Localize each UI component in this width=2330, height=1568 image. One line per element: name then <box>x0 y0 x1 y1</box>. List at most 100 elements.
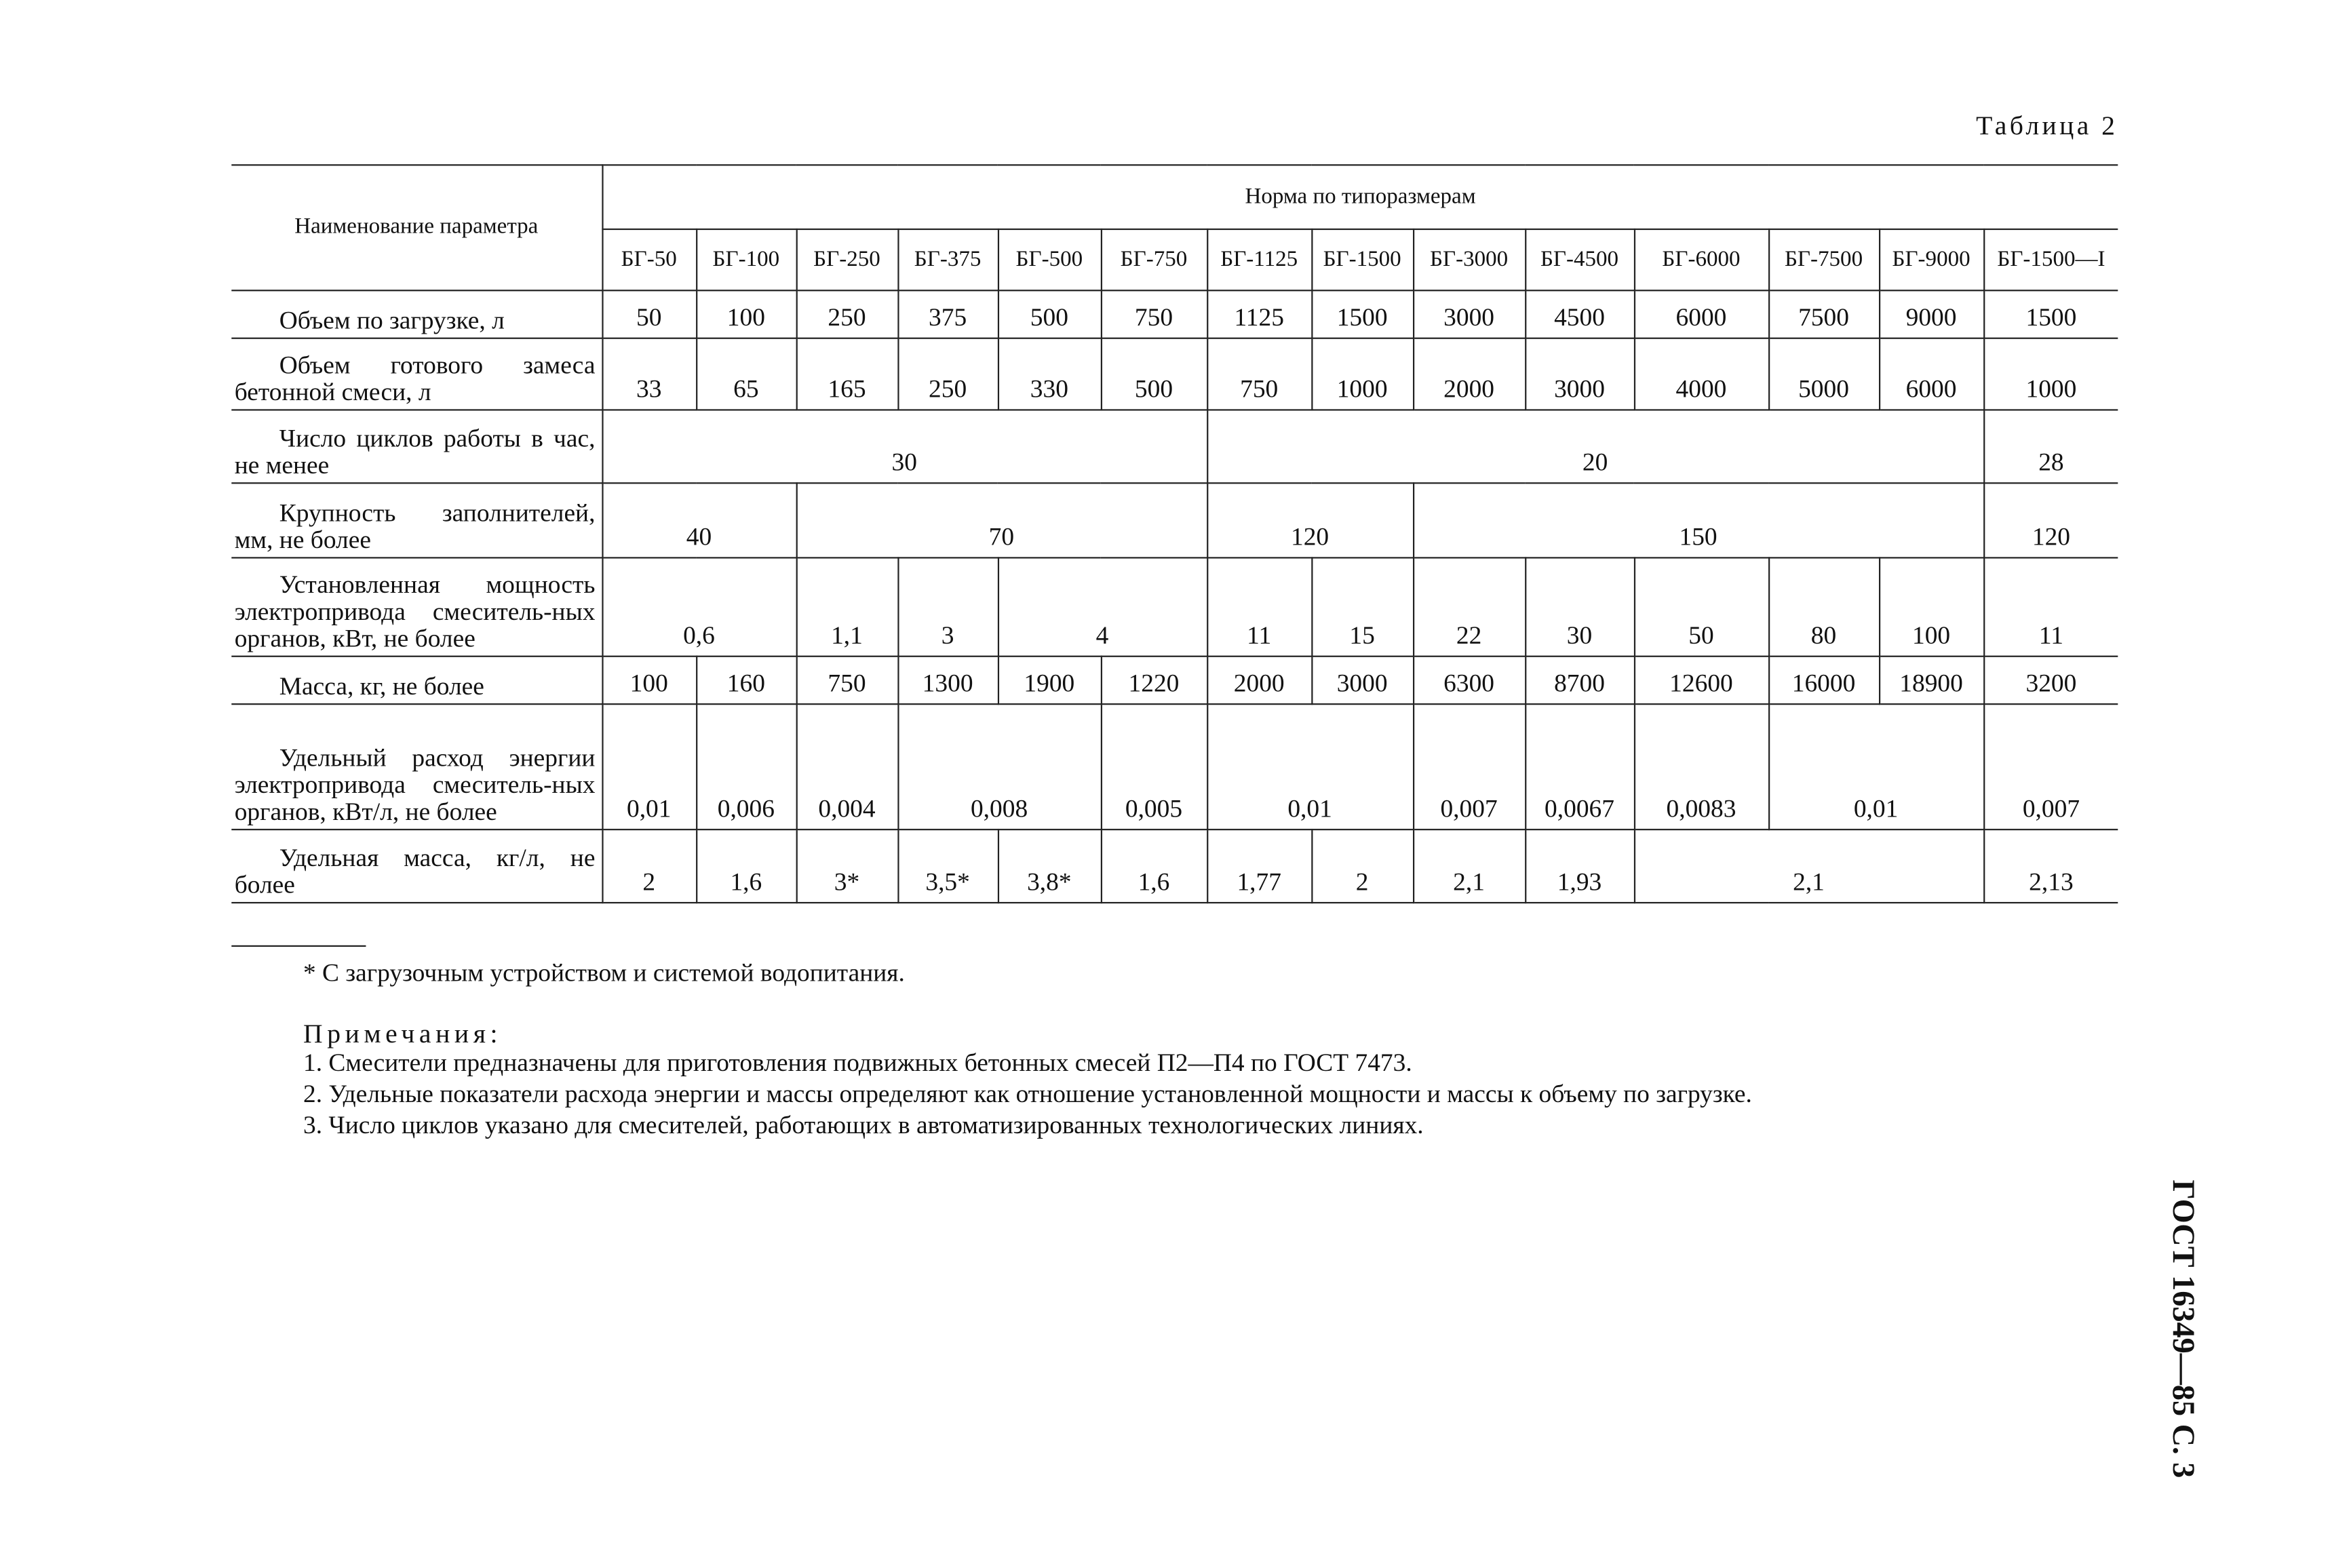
models-row: БГ-50 БГ-100 БГ-250 БГ-375 БГ-500 БГ-750 БГ-11… <box>231 228 2118 292</box>
cell: 7500 <box>1767 290 1880 339</box>
cell: 33 <box>601 337 697 411</box>
model-header: БГ-375 <box>897 228 998 292</box>
cell: 1900 <box>996 655 1102 705</box>
cell: 2000 <box>1206 655 1313 705</box>
row-label: Масса, кг, не более <box>231 655 603 705</box>
cell: 3,5* <box>897 829 998 904</box>
cell: 100 <box>695 290 797 339</box>
table-row: Удельная масса, кг/л, не более 2 1,6 3* 3,5*… <box>231 829 2118 904</box>
cell: 3000 <box>1524 337 1635 411</box>
model-header: БГ-9000 <box>1878 228 1985 292</box>
cell: 750 <box>795 655 899 705</box>
footnote-rule <box>231 945 366 947</box>
cell: 0,004 <box>795 703 899 831</box>
cell: 750 <box>1206 337 1313 411</box>
row-label: Число циклов работы в час, не менее <box>231 409 603 484</box>
cell: 0,007 <box>1983 703 2118 831</box>
cell: 1000 <box>1983 337 2118 411</box>
cell: 11 <box>1983 557 2118 657</box>
cell: 120 <box>1206 482 1414 559</box>
cell: 120 <box>1983 482 2118 559</box>
cell: 160 <box>695 655 797 705</box>
cell: 30 <box>601 409 1208 484</box>
param-header: Наименование параметра <box>231 164 603 292</box>
model-header: БГ-6000 <box>1633 228 1770 292</box>
cell: 1300 <box>897 655 998 705</box>
cell: 3* <box>795 829 899 904</box>
cell: 2,1 <box>1412 829 1526 904</box>
cell: 50 <box>601 290 697 339</box>
model-header: БГ-750 <box>1100 228 1208 292</box>
cell: 1,6 <box>695 829 797 904</box>
cell: 0,007 <box>1412 703 1526 831</box>
table-row: Масса, кг, не более 100 160 750 1300 1900 1220… <box>231 655 2118 705</box>
cell: 2 <box>601 829 697 904</box>
cell: 0,01 <box>1206 703 1414 831</box>
row-label: Установленная мощность электропривода см… <box>231 557 603 657</box>
cell: 4500 <box>1524 290 1635 339</box>
model-header: БГ-250 <box>795 228 899 292</box>
cell: 20 <box>1206 409 1985 484</box>
cell: 80 <box>1767 557 1880 657</box>
cell: 150 <box>1412 482 1985 559</box>
table-label: Таблица 2 <box>1976 110 2118 140</box>
cell: 15 <box>1310 557 1414 657</box>
cell: 1,6 <box>1100 829 1208 904</box>
norm-header: Норма по типоразмерам <box>601 164 2118 231</box>
cell: 8700 <box>1524 655 1635 705</box>
cell: 65 <box>695 337 797 411</box>
note-item: 1. Смесители предназначены для приготовл… <box>303 1048 1412 1077</box>
cell: 0,005 <box>1100 703 1208 831</box>
cell: 6000 <box>1878 337 1985 411</box>
cell: 0,01 <box>1767 703 1985 831</box>
row-label: Удельный расход энергии электропривода с… <box>231 703 603 831</box>
cell: 500 <box>1100 337 1208 411</box>
cell: 3,8* <box>996 829 1102 904</box>
model-header: БГ-1125 <box>1206 228 1313 292</box>
cell: 165 <box>795 337 899 411</box>
cell: 2,1 <box>1633 829 1985 904</box>
cell: 16000 <box>1767 655 1880 705</box>
cell: 30 <box>1524 557 1635 657</box>
cell: 0,006 <box>695 703 797 831</box>
table-row: Число циклов работы в час, не менее 30 20 2… <box>231 409 2118 484</box>
cell: 9000 <box>1878 290 1985 339</box>
model-header: БГ-100 <box>695 228 797 292</box>
model-header: БГ-1500 <box>1310 228 1414 292</box>
cell: 2 <box>1310 829 1414 904</box>
cell: 2000 <box>1412 337 1526 411</box>
model-header: БГ-500 <box>996 228 1102 292</box>
cell: 100 <box>601 655 697 705</box>
cell: 2,13 <box>1983 829 2118 904</box>
cell: 1,1 <box>795 557 899 657</box>
cell: 500 <box>996 290 1102 339</box>
side-header: ГОСТ 16349—85 С. 3 <box>2165 1179 2202 1478</box>
cell: 375 <box>897 290 998 339</box>
row-label: Объем по загрузке, л <box>231 290 603 339</box>
cell: 12600 <box>1633 655 1770 705</box>
cell: 1000 <box>1310 337 1414 411</box>
cell: 5000 <box>1767 337 1880 411</box>
cell: 28 <box>1983 409 2118 484</box>
cell: 0,01 <box>601 703 697 831</box>
cell: 3000 <box>1310 655 1414 705</box>
cell: 1500 <box>1983 290 2118 339</box>
footnote: * С загрузочным устройством и системой в… <box>303 958 905 987</box>
table-row: Крупность заполнителей, мм, не более 40 70… <box>231 482 2118 559</box>
table-row: Удельный расход энергии электропривода с… <box>231 703 2118 831</box>
cell: 0,0067 <box>1524 703 1635 831</box>
cell: 1,77 <box>1206 829 1313 904</box>
cell: 750 <box>1100 290 1208 339</box>
note-item: 2. Удельные показатели расхода энергии и… <box>303 1079 1752 1108</box>
cell: 4000 <box>1633 337 1770 411</box>
cell: 0,6 <box>601 557 797 657</box>
cell: 1125 <box>1206 290 1313 339</box>
cell: 4 <box>996 557 1208 657</box>
cell: 50 <box>1633 557 1770 657</box>
cell: 6300 <box>1412 655 1526 705</box>
cell: 18900 <box>1878 655 1985 705</box>
cell: 1500 <box>1310 290 1414 339</box>
table-row: Установленная мощность электропривода см… <box>231 557 2118 657</box>
